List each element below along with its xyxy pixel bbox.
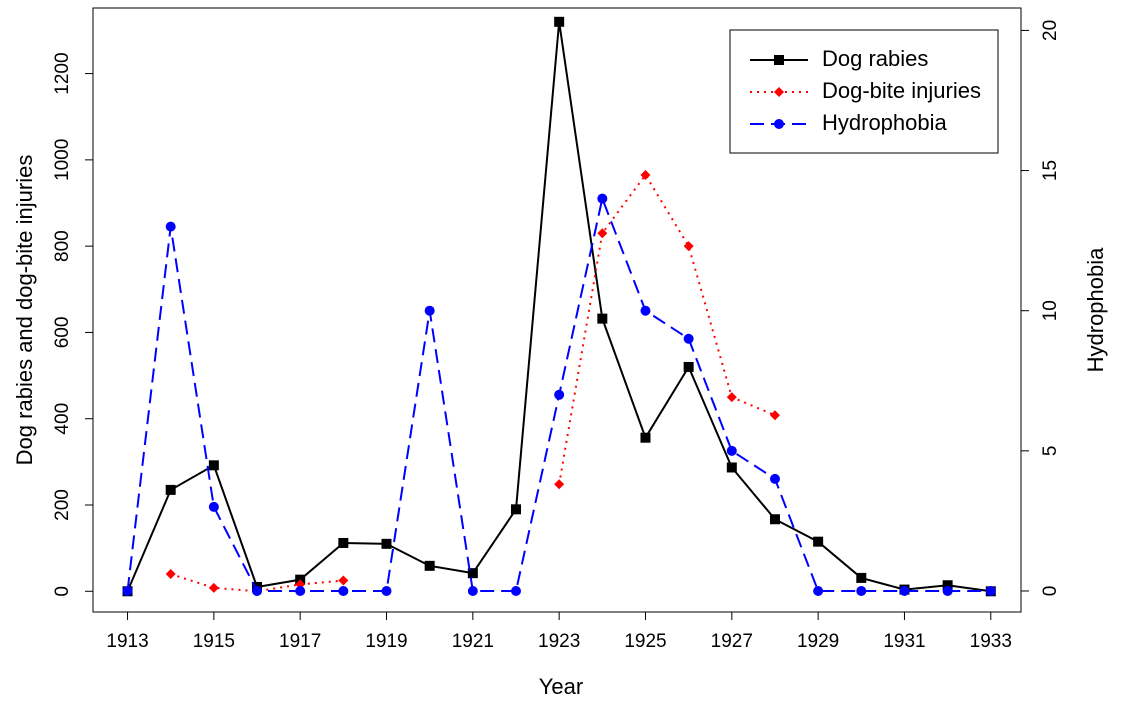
marker (597, 193, 608, 204)
marker (640, 305, 651, 316)
x-tick-label: 1915 (193, 631, 235, 652)
legend-label: Dog rabies (822, 46, 928, 71)
marker (597, 228, 608, 239)
legend-box (729, 29, 999, 154)
marker (856, 585, 867, 596)
marker (726, 392, 737, 403)
marker (899, 585, 910, 596)
y2-tick-label: 10 (1040, 300, 1061, 321)
marker (424, 560, 435, 571)
marker (467, 585, 478, 596)
marker (208, 460, 219, 471)
y-tick-label: 1000 (52, 139, 73, 181)
y2-axis-label: Hydrophobia (1083, 247, 1108, 373)
x-tick-label: 1917 (279, 631, 321, 652)
marker (769, 410, 780, 421)
marker (985, 585, 996, 596)
marker (510, 504, 521, 515)
marker (813, 536, 824, 547)
marker (208, 501, 219, 512)
marker (640, 169, 651, 180)
marker (774, 119, 784, 129)
x-tick-label: 1913 (106, 631, 148, 652)
y2-tick-label: 20 (1040, 20, 1061, 41)
marker (769, 514, 780, 525)
marker (381, 538, 392, 549)
marker (252, 585, 263, 596)
marker (597, 313, 608, 324)
marker (942, 580, 953, 591)
marker (813, 585, 824, 596)
legend-label: Hydrophobia (822, 110, 948, 135)
marker (554, 389, 565, 400)
x-axis-label: Year (539, 674, 583, 699)
plot-box (92, 7, 1022, 613)
marker (683, 333, 694, 344)
marker (165, 484, 176, 495)
y-tick-label: 600 (52, 317, 73, 349)
y-tick-label: 0 (52, 586, 73, 597)
marker (856, 572, 867, 583)
marker (726, 462, 737, 473)
marker (165, 221, 176, 232)
y-tick-label: 200 (52, 489, 73, 521)
series-line (170, 173, 776, 593)
marker (467, 568, 478, 579)
x-tick-label: 1925 (624, 631, 666, 652)
marker (295, 585, 306, 596)
marker (640, 432, 651, 443)
marker (683, 361, 694, 372)
y-tick-label: 800 (52, 230, 73, 262)
x-tick-label: 1933 (970, 631, 1012, 652)
marker (726, 445, 737, 456)
y2-tick-label: 0 (1040, 586, 1061, 597)
marker (122, 585, 133, 596)
legend-label: Dog-bite injuries (822, 78, 981, 103)
marker (381, 585, 392, 596)
x-tick-label: 1919 (365, 631, 407, 652)
x-tick-label: 1931 (883, 631, 925, 652)
marker (338, 575, 349, 586)
marker (554, 479, 565, 490)
y2-tick-label: 15 (1040, 160, 1061, 181)
x-tick-label: 1927 (711, 631, 753, 652)
x-tick-label: 1921 (452, 631, 494, 652)
marker (338, 537, 349, 548)
marker (554, 16, 565, 27)
marker (338, 585, 349, 596)
x-tick-label: 1929 (797, 631, 839, 652)
marker (208, 582, 219, 593)
y-tick-label: 400 (52, 403, 73, 435)
marker (683, 241, 694, 252)
marker (774, 55, 784, 65)
y-axis-label: Dog rabies and dog-bite injuries (12, 155, 37, 466)
marker (165, 569, 176, 580)
y2-tick-label: 5 (1040, 446, 1061, 457)
marker (769, 473, 780, 484)
marker (424, 305, 435, 316)
y-tick-label: 1200 (52, 52, 73, 94)
marker (510, 585, 521, 596)
x-tick-label: 1923 (538, 631, 580, 652)
marker (774, 87, 784, 97)
marker (942, 585, 953, 596)
